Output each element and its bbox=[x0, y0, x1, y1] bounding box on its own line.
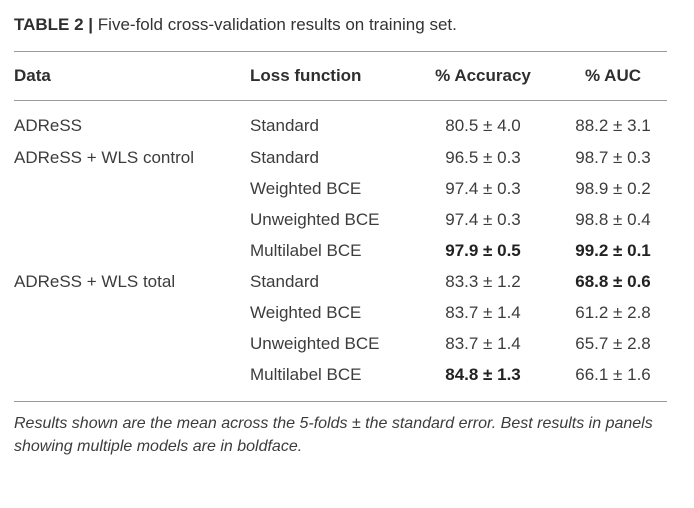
cell-auc: 88.2 ± 3.1 bbox=[575, 116, 651, 135]
cell-auc: 98.8 ± 0.4 bbox=[575, 209, 651, 229]
cell-loss-function: Unweighted BCE bbox=[250, 209, 380, 229]
cell-data bbox=[14, 204, 250, 235]
cell-loss-function: Standard bbox=[250, 116, 319, 135]
header-data: Data bbox=[14, 66, 51, 85]
cell-auc: 66.1 ± 1.6 bbox=[575, 364, 651, 384]
cell-auc: 61.2 ± 2.8 bbox=[575, 302, 651, 322]
cell-accuracy: 83.7 ± 1.4 bbox=[445, 333, 521, 353]
cell-data: ADReSS bbox=[14, 116, 83, 135]
cell-data bbox=[14, 173, 250, 204]
table-caption: TABLE 2 | Five-fold cross-validation res… bbox=[14, 14, 457, 36]
table-row: Unweighted BCE 97.4 ± 0.3 98.8 ± 0.4 bbox=[14, 204, 667, 235]
cell-auc: 99.2 ± 0.1 bbox=[575, 240, 651, 260]
cell-data: ADReSS + WLS total bbox=[14, 271, 176, 291]
cell-auc: 68.8 ± 0.6 bbox=[575, 271, 651, 291]
table-body: ADReSS Standard 80.5 ± 4.0 88.2 ± 3.1 ADReSS… bbox=[14, 100, 667, 390]
cell-data bbox=[14, 297, 250, 328]
table-row: Weighted BCE 97.4 ± 0.3 98.9 ± 0.2 bbox=[14, 173, 667, 204]
cell-data bbox=[14, 359, 250, 390]
cell-loss-function: Weighted BCE bbox=[250, 178, 362, 198]
cell-loss-function: Standard bbox=[250, 147, 319, 167]
table-row: ADReSS Standard 80.5 ± 4.0 88.2 ± 3.1 bbox=[14, 100, 667, 142]
cell-accuracy: 84.8 ± 1.3 bbox=[445, 364, 521, 384]
cell-auc: 65.7 ± 2.8 bbox=[575, 333, 651, 353]
table-header-rule bbox=[14, 100, 667, 101]
table-row: Weighted BCE 83.7 ± 1.4 61.2 ± 2.8 bbox=[14, 297, 667, 328]
cell-accuracy: 80.5 ± 4.0 bbox=[445, 116, 521, 135]
table-caption-label: TABLE 2 | bbox=[14, 15, 94, 34]
cell-loss-function: Multilabel BCE bbox=[250, 364, 362, 384]
cell-accuracy: 97.9 ± 0.5 bbox=[445, 240, 521, 260]
cell-accuracy: 97.4 ± 0.3 bbox=[445, 178, 521, 198]
table-row: Multilabel BCE 84.8 ± 1.3 66.1 ± 1.6 bbox=[14, 359, 667, 390]
cell-accuracy: 97.4 ± 0.3 bbox=[445, 209, 521, 229]
cell-data bbox=[14, 328, 250, 359]
cell-loss-function: Multilabel BCE bbox=[250, 240, 362, 260]
table-row: Unweighted BCE 83.7 ± 1.4 65.7 ± 2.8 bbox=[14, 328, 667, 359]
header-auc: % AUC bbox=[584, 66, 642, 85]
table-bottom-rule bbox=[14, 401, 667, 402]
table-header-row: Data Loss function % Accuracy % AUC bbox=[14, 52, 667, 100]
table-footnote: Results shown are the mean across the 5-… bbox=[14, 415, 653, 455]
table-row: ADReSS + WLS total Standard 83.3 ± 1.2 68.8… bbox=[14, 266, 667, 297]
results-table: Data Loss function % Accuracy % AUC ADRe… bbox=[14, 52, 667, 390]
table-top-rule bbox=[14, 51, 667, 52]
header-accuracy: % Accuracy bbox=[435, 66, 531, 85]
cell-loss-function: Standard bbox=[250, 271, 319, 291]
cell-data bbox=[14, 235, 250, 266]
cell-loss-function: Weighted BCE bbox=[250, 302, 362, 322]
header-loss-function: Loss function bbox=[250, 66, 362, 85]
cell-accuracy: 83.3 ± 1.2 bbox=[445, 271, 521, 291]
cell-loss-function: Unweighted BCE bbox=[250, 333, 380, 353]
cell-data: ADReSS + WLS control bbox=[14, 147, 194, 167]
cell-accuracy: 83.7 ± 1.4 bbox=[445, 302, 521, 322]
table-row: ADReSS + WLS control Standard 96.5 ± 0.3 98… bbox=[14, 142, 667, 173]
table-caption-text: Five-fold cross-validation results on tr… bbox=[97, 15, 457, 34]
cell-auc: 98.7 ± 0.3 bbox=[575, 147, 651, 167]
table-row: Multilabel BCE 97.9 ± 0.5 99.2 ± 0.1 bbox=[14, 235, 667, 266]
cell-auc: 98.9 ± 0.2 bbox=[575, 178, 651, 198]
cell-accuracy: 96.5 ± 0.3 bbox=[445, 147, 521, 167]
